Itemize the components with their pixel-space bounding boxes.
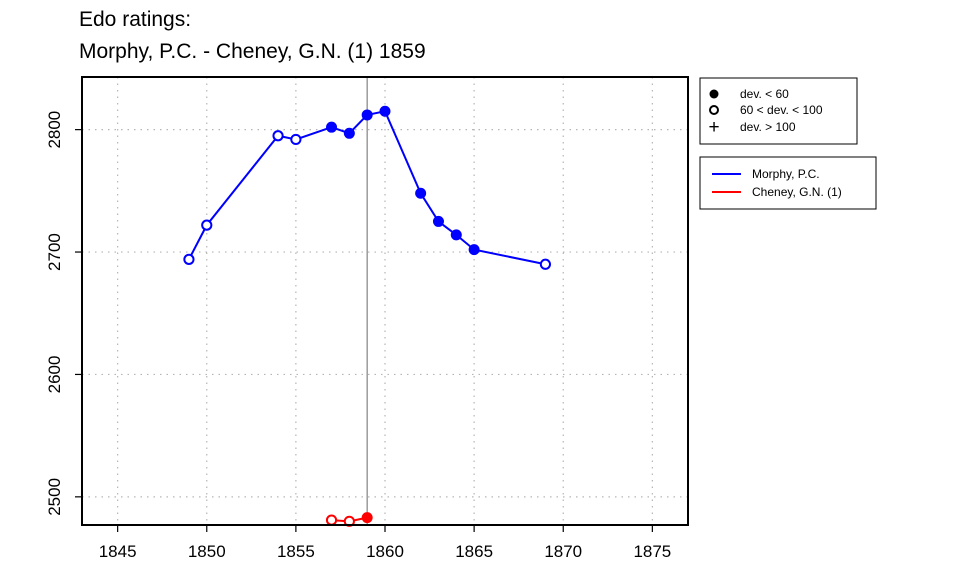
marker-legend-label: dev. > 100 (740, 120, 796, 134)
y-tick-label: 2700 (45, 233, 64, 271)
plot-frame (81, 76, 689, 526)
x-tick-label: 1860 (366, 542, 404, 561)
legend-filled-circle-symbol (709, 89, 719, 99)
data-point (183, 253, 195, 265)
data-point (361, 512, 373, 524)
series-legend-box (699, 156, 877, 210)
data-point (432, 215, 444, 227)
marker-legend-label: dev. < 60 (740, 87, 789, 101)
x-tick-label: 1855 (277, 542, 315, 561)
series-group (183, 105, 552, 270)
axes: 1845 1850 1855 1860 1865 1870 1875 2500 2600 2700… (45, 111, 671, 561)
data-point (272, 130, 284, 142)
data-point (201, 219, 213, 231)
marker-legend: dev. < 60 60 < dev. < 100 + dev. > 100 (699, 77, 858, 145)
x-tick-label: 1870 (544, 542, 582, 561)
y-tick-label: 2600 (45, 356, 64, 394)
x-tick-label: 1850 (188, 542, 226, 561)
chart-title-line-1: Edo ratings: (79, 8, 192, 31)
data-point (379, 105, 391, 117)
data-point (343, 127, 355, 139)
series-legend: Morphy, P.C. Cheney, G.N. (1) (699, 156, 877, 210)
y-tick-label: 2800 (45, 111, 64, 149)
x-tick-label: 1845 (99, 542, 137, 561)
grid-lines (82, 77, 688, 525)
legend-open-circle-symbol (709, 105, 719, 115)
data-point (325, 514, 338, 526)
marker-legend-box (699, 77, 858, 145)
data-point (468, 244, 480, 256)
data-point (361, 109, 373, 121)
series-group (325, 512, 373, 527)
chart-title-line-2: Morphy, P.C. - Cheney, G.N. (1) 1859 (79, 40, 426, 63)
x-tick-label: 1865 (455, 542, 493, 561)
data-point (539, 258, 552, 270)
data-point (326, 121, 338, 133)
data-point (415, 187, 427, 199)
x-tick-label: 1875 (633, 542, 671, 561)
series-legend-label: Cheney, G.N. (1) (752, 185, 842, 199)
data-point (290, 133, 302, 146)
series-layer (183, 105, 552, 527)
series-legend-label: Morphy, P.C. (752, 167, 820, 181)
legend-plus-symbol: + (708, 117, 719, 138)
y-tick-label: 2500 (45, 478, 64, 516)
marker-legend-label: 60 < dev. < 100 (740, 103, 823, 117)
data-point (450, 229, 462, 241)
